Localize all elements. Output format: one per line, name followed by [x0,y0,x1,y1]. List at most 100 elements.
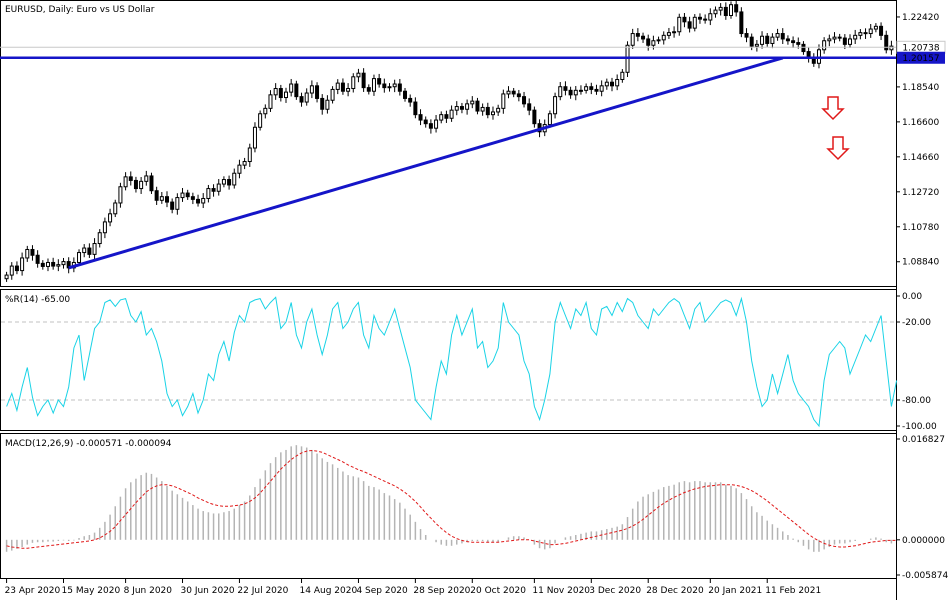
candle-body [879,25,884,36]
candle-body [118,186,123,204]
candle-body [92,243,97,255]
candle-body [739,11,744,35]
candle-body [263,107,268,115]
current-price-box [897,51,945,64]
candle-body [692,16,697,29]
candle-body [713,9,718,15]
candle-body [423,119,428,125]
candle-body [522,96,527,105]
candle-body [770,36,775,44]
macd-histogram [5,445,893,552]
candle-body [97,232,102,245]
candle-body [361,72,366,89]
candle-body [397,83,402,92]
candle-body [403,90,408,99]
candle-body [413,101,418,116]
candle-body [672,31,677,34]
williams-tick-label: 0.00 [902,292,922,302]
candle-body [9,265,14,276]
candle-body [299,96,304,103]
candle-body [547,113,552,126]
candle-body [490,111,495,116]
candle-body [123,176,128,188]
date-tick-label: 23 Apr 2020 [5,586,61,596]
candle-body [553,96,558,115]
candle-body [465,103,470,110]
candle-body [666,32,671,36]
candle-body [434,119,439,129]
candle-body [278,88,283,99]
candle-body [832,36,837,40]
candle-body [775,33,780,38]
candle-body [827,38,832,42]
candle-body [527,103,532,111]
candle-body [651,40,656,46]
candle-body [221,179,226,185]
candle-body [45,261,50,267]
candle-body [573,89,578,96]
down-arrow-icon [821,96,845,121]
candle-body [516,93,521,98]
date-tick-label: 28 Sep 2020 [413,586,470,596]
candle-body [791,40,796,44]
candle-body [216,183,221,192]
candle-body [873,25,878,30]
candle-body [496,107,501,113]
candle-body [604,81,609,87]
candle-body [801,43,806,53]
candle-body [475,100,480,112]
candle-body [206,188,211,199]
candle-body [718,6,723,11]
price-tick-label: 1.18540 [902,83,939,93]
candle-body [511,90,516,95]
candle-body [227,179,232,186]
candle-body [822,40,827,51]
candle-body [315,85,320,99]
macd-panel-frame [0,433,897,579]
date-tick-label: 3 Dec 2020 [589,586,641,596]
date-tick-label: 11 Feb 2021 [765,586,821,596]
date-tick-label: 20 Jan 2021 [708,586,762,596]
candle-body [454,106,459,111]
candle-body [459,106,464,110]
candle-body [102,221,107,234]
candle-body [139,180,144,190]
candle-body [599,85,604,92]
candle-body [848,38,853,45]
macd-signal-line [6,449,897,549]
candle-body [480,106,485,112]
candle-body [868,28,873,35]
candle-body [4,274,9,280]
candle-body [506,90,511,95]
candle-body [40,262,45,267]
williams-tick-label: -80.00 [902,396,931,406]
candles [4,0,894,282]
williams-panel-title: %R(14) -65.00 [5,295,70,305]
date-tick-label: 11 Nov 2020 [532,586,590,596]
candle-body [589,86,594,90]
date-tick-label: 22 Jul 2020 [237,586,288,596]
candle-body [82,247,87,254]
candle-body [87,247,92,255]
candle-body [439,114,444,121]
candle-body [113,202,118,215]
price-panel-title: EURUSD, Daily: Euro vs US Dollar [5,5,155,15]
ascending-trendline [68,56,784,270]
candle-body [744,33,749,38]
candle-body [284,91,289,99]
candle-body [190,196,195,200]
candle-body [661,34,666,41]
candle-body [796,42,801,45]
candle-body [108,213,113,223]
candle-body [232,172,237,186]
candle-body [392,83,397,88]
candle-body [729,4,734,17]
price-axis-ticks: 1.22420 1.18540 1.16600 1.14660 1.12720 1.107… [896,13,939,268]
candle-body [858,32,863,36]
candle-body [760,35,765,45]
down-arrows [821,96,850,161]
williams-tick-label: -20.00 [902,318,931,328]
candle-body [754,43,759,47]
